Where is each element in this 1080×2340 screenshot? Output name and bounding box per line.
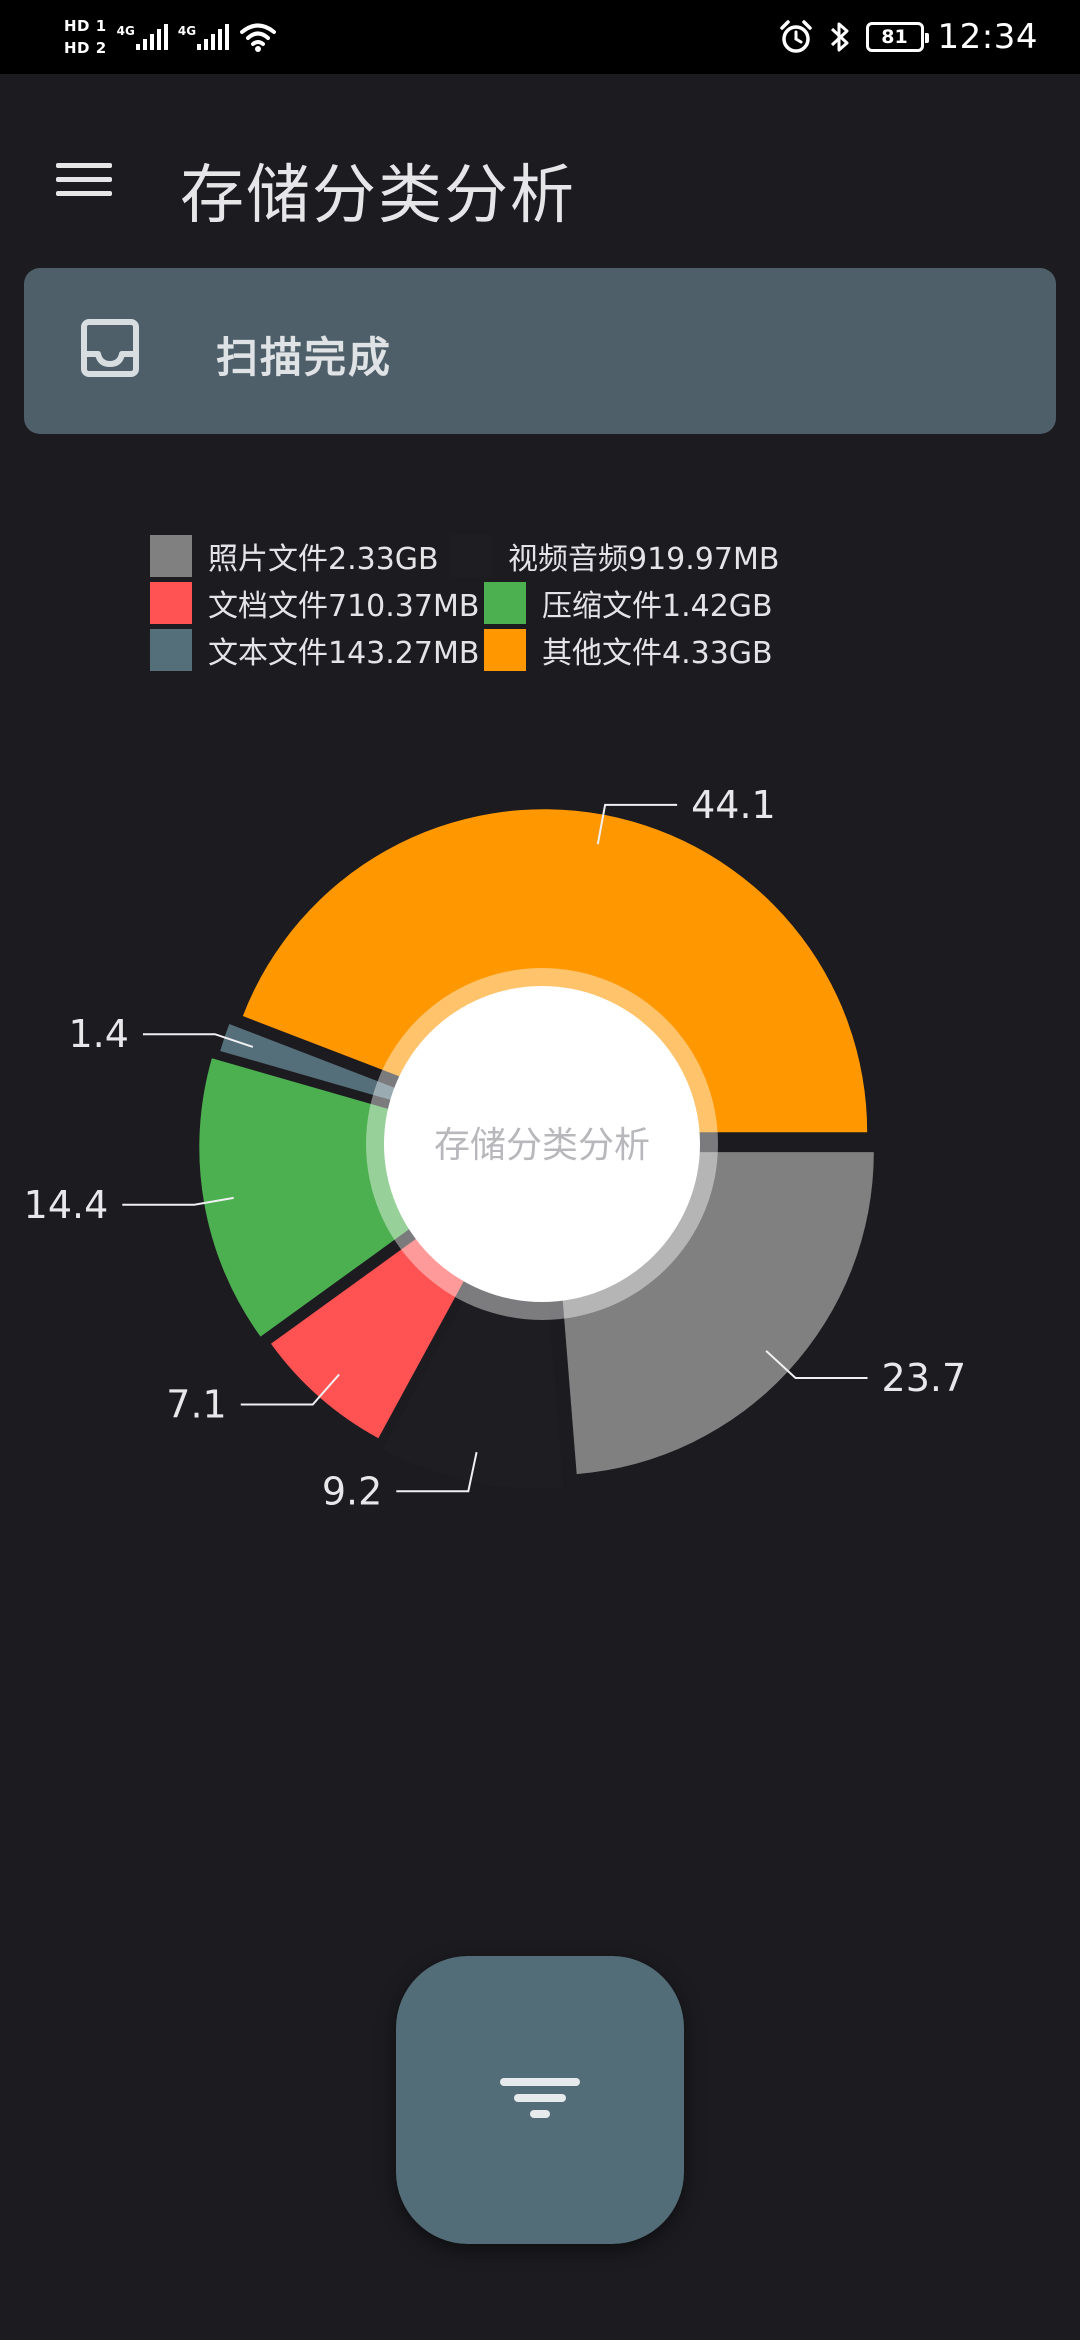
- status-bar-right: 81 12:34: [778, 8, 1038, 66]
- legend-label: 压缩文件1.42GB: [542, 581, 773, 625]
- scan-status-card[interactable]: 扫描完成: [24, 268, 1056, 434]
- inbox-icon: [78, 316, 148, 386]
- sim1-indicator: HD 1: [64, 17, 107, 35]
- legend-label: 文本文件143.27MB: [208, 628, 479, 672]
- legend-swatch: [150, 582, 192, 624]
- legend-item: 文档文件710.37MB: [150, 581, 479, 625]
- legend-label: 文档文件710.37MB: [208, 581, 479, 625]
- slice-value-label: 23.7: [882, 1356, 967, 1400]
- alarm-icon: [778, 19, 814, 55]
- signal-1-icon: 4G: [117, 24, 168, 50]
- network-type-1: 4G: [117, 24, 135, 38]
- storage-pie-chart: 23.7 9.2 7.1 14.4 1.4 44.1 存储分类分析: [0, 760, 1080, 1520]
- filter-button[interactable]: [396, 1956, 684, 2244]
- signal-2-icon: 4G: [178, 24, 229, 50]
- wifi-icon: [239, 22, 277, 52]
- slice-value-label: 1.4: [69, 1012, 129, 1056]
- slice-value-label: 44.1: [691, 783, 776, 827]
- app-bar: 存储分类分析: [0, 74, 1080, 274]
- legend-label: 照片文件2.33GB: [208, 534, 439, 578]
- slice-value-label: 9.2: [322, 1469, 382, 1513]
- filter-icon: [492, 2052, 588, 2148]
- scan-status-text: 扫描完成: [216, 324, 392, 385]
- legend-item: 文本文件143.27MB: [150, 628, 479, 672]
- slice-value-label: 14.4: [24, 1183, 109, 1227]
- pie-chart-svg: 23.7 9.2 7.1 14.4 1.4 44.1 存储分类分析: [0, 760, 1080, 1520]
- sim2-indicator: HD 2: [64, 39, 107, 57]
- battery-icon: 81: [866, 22, 924, 52]
- legend-item: 其他文件4.33GB: [484, 628, 773, 672]
- legend-item: 视频音频919.97MB: [450, 534, 779, 578]
- legend-label: 其他文件4.33GB: [542, 628, 773, 672]
- status-bar-left: HD 1 HD 2 4G 4G: [64, 8, 277, 66]
- legend-swatch: [484, 582, 526, 624]
- chart-center-label: 存储分类分析: [434, 1125, 650, 1166]
- network-type-2: 4G: [178, 24, 196, 38]
- legend-item: 压缩文件1.42GB: [484, 581, 773, 625]
- legend-swatch: [484, 629, 526, 671]
- legend-swatch: [150, 535, 192, 577]
- status-bar: HD 1 HD 2 4G 4G 81 12:34: [0, 0, 1080, 74]
- legend-label: 视频音频919.97MB: [508, 534, 779, 578]
- legend-swatch: [150, 629, 192, 671]
- status-time: 12:34: [938, 17, 1038, 57]
- sim-indicators: HD 1 HD 2: [64, 17, 107, 57]
- page-title: 存储分类分析: [180, 144, 576, 236]
- menu-icon[interactable]: [40, 134, 130, 224]
- legend-swatch: [450, 535, 492, 577]
- bluetooth-icon: [828, 19, 852, 55]
- battery-level: 81: [881, 28, 907, 47]
- slice-value-label: 7.1: [166, 1382, 226, 1426]
- legend-item: 照片文件2.33GB: [150, 534, 439, 578]
